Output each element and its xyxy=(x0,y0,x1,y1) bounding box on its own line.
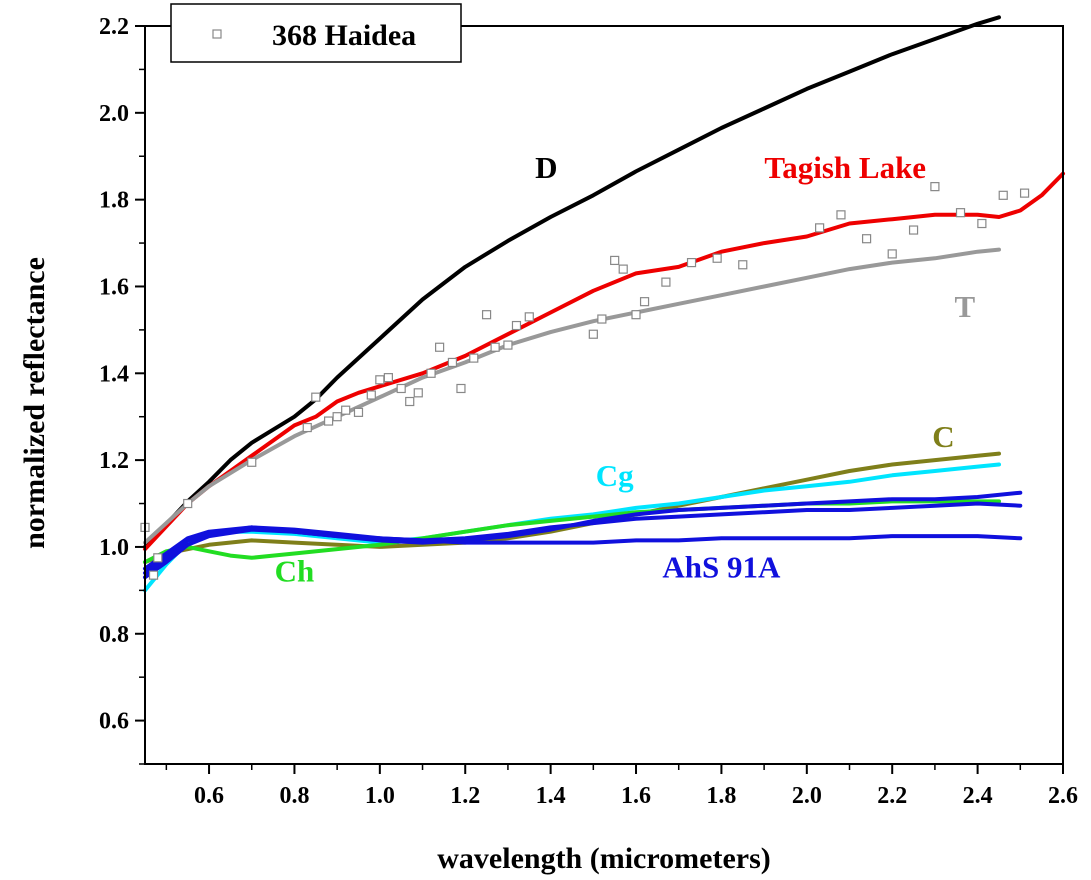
haidea-point-4 xyxy=(247,457,257,467)
haidea-point-27 xyxy=(588,329,598,339)
series-line-ahs-91a-8 xyxy=(143,490,1023,571)
y-tick-label: 1.2 xyxy=(99,448,129,474)
haidea-point-29 xyxy=(610,255,620,266)
haidea-point-24 xyxy=(503,340,513,350)
series-label-cg: Cg xyxy=(596,458,634,493)
axes: 0.6 0.8 1.0 1.2 1.4 1.6 1.8 2.0 2.2 2.4 2.6 0.6 0.8 1… xyxy=(99,14,1078,809)
haidea-point-6 xyxy=(311,392,321,402)
haidea-point-16 xyxy=(413,388,423,398)
x-tick-label: 1.6 xyxy=(621,783,651,809)
haidea-point-39 xyxy=(861,234,872,244)
haidea-point-13 xyxy=(383,373,393,383)
haidea-point-25 xyxy=(511,320,522,331)
haidea-point-19 xyxy=(447,357,458,368)
x-tick-label: 2.6 xyxy=(1048,783,1078,809)
haidea-point-10 xyxy=(353,407,364,417)
haidea-point-33 xyxy=(661,277,671,287)
legend-entry-label: 368 Haidea xyxy=(272,19,416,52)
haidea-point-1 xyxy=(148,570,159,580)
haidea-point-20 xyxy=(456,383,466,394)
haidea-point-41 xyxy=(908,225,919,235)
haidea-point-11 xyxy=(366,390,376,400)
series-label-ch: Ch xyxy=(275,554,315,589)
haidea-point-22 xyxy=(481,310,492,320)
series-line-c-3 xyxy=(143,451,1001,565)
y-axis-title: normalized reflectance xyxy=(18,257,51,549)
x-tick-label: 1.2 xyxy=(450,783,480,809)
x-axis-title: wavelength (micrometers) xyxy=(437,842,771,875)
haidea-point-36 xyxy=(738,260,748,270)
haidea-point-5 xyxy=(302,422,312,433)
haidea-point-8 xyxy=(332,412,342,422)
y-tick-label: 0.8 xyxy=(99,622,129,648)
legend-marker-square-icon xyxy=(212,29,222,39)
series-label-t: T xyxy=(954,289,975,324)
haidea-point-18 xyxy=(435,342,445,352)
haidea-point-37 xyxy=(815,223,825,233)
x-tick-label: 2.0 xyxy=(792,783,822,809)
x-tick-label: 0.8 xyxy=(279,783,309,809)
haidea-point-46 xyxy=(1019,188,1030,198)
haidea-point-40 xyxy=(887,249,897,259)
y-tick-label: 0.6 xyxy=(99,709,129,735)
haidea-point-15 xyxy=(405,396,415,407)
y-tick-label: 1.0 xyxy=(99,535,129,561)
haidea-point-42 xyxy=(930,182,940,192)
plot-frame xyxy=(144,25,1064,765)
haidea-point-9 xyxy=(341,405,351,415)
series-label-tagish-lake: Tagish Lake xyxy=(764,150,926,185)
x-tick-label: 1.0 xyxy=(365,783,395,809)
haidea-point-32 xyxy=(639,297,650,307)
haidea-point-45 xyxy=(998,190,1008,200)
x-tick-label: 1.4 xyxy=(536,783,566,809)
haidea-point-21 xyxy=(469,353,479,363)
haidea-point-31 xyxy=(631,310,641,320)
haidea-point-26 xyxy=(524,312,534,322)
y-tick-label: 2.2 xyxy=(99,14,129,40)
haidea-point-14 xyxy=(396,383,406,394)
haidea-point-38 xyxy=(836,210,846,220)
series-label-c: C xyxy=(932,419,954,454)
haidea-point-34 xyxy=(686,257,697,268)
haidea-point-43 xyxy=(955,208,966,218)
haidea-point-2 xyxy=(153,553,163,563)
x-tick-label: 0.6 xyxy=(194,783,224,809)
haidea-point-17 xyxy=(426,368,436,378)
x-tick-label: 1.8 xyxy=(706,783,736,809)
y-tick-label: 2.0 xyxy=(99,101,129,127)
legend: 368 Haidea xyxy=(170,3,462,63)
x-tick-label: 2.2 xyxy=(877,783,907,809)
series-line-d-0 xyxy=(143,15,1001,549)
haidea-point-28 xyxy=(597,314,607,324)
series-label-d: D xyxy=(535,150,557,185)
haidea-point-23 xyxy=(490,342,500,352)
haidea-point-35 xyxy=(712,253,722,263)
plot-area: D Tagish Lake T C Cg Ch AhS 91A xyxy=(140,15,1065,593)
haidea-point-3 xyxy=(183,498,193,509)
x-tick-label: 2.4 xyxy=(963,783,993,809)
series-line-t-2 xyxy=(143,247,1001,545)
series-line-ch-5 xyxy=(143,499,1001,565)
y-tick-label: 1.6 xyxy=(99,274,129,300)
haidea-point-7 xyxy=(324,416,334,426)
series-line-ahs-91a-6 xyxy=(143,527,1023,580)
haidea-point-30 xyxy=(618,264,628,274)
y-tick-label: 1.8 xyxy=(99,188,129,214)
series-label-ahs-91a: AhS 91A xyxy=(662,549,781,584)
haidea-point-44 xyxy=(977,218,987,229)
y-tick-label: 1.4 xyxy=(99,361,129,387)
haidea-point-12 xyxy=(375,375,385,385)
